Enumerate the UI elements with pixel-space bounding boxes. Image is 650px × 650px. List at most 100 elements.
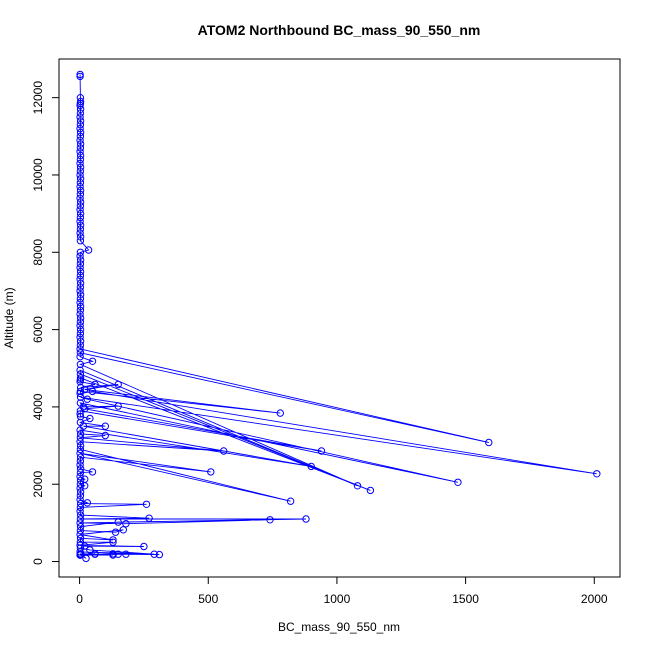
data-point <box>76 360 85 369</box>
data-point <box>76 182 84 191</box>
data-point <box>76 534 85 542</box>
data-point <box>76 94 85 102</box>
data-point <box>76 430 85 438</box>
data-point <box>266 516 274 524</box>
y-tick-label: 4000 <box>31 393 45 420</box>
data-point <box>91 550 99 558</box>
y-tick-label: 8000 <box>31 239 45 266</box>
data-point <box>119 526 128 534</box>
data-point <box>114 550 122 558</box>
data-series <box>76 70 601 563</box>
data-point <box>76 507 84 515</box>
data-point <box>76 124 84 133</box>
data-point <box>76 366 84 374</box>
data-point <box>76 179 85 187</box>
data-point <box>76 410 84 418</box>
data-point <box>109 538 117 546</box>
data-point <box>76 159 84 168</box>
data-point <box>76 175 85 183</box>
data-point <box>76 551 84 559</box>
data-point <box>76 194 84 202</box>
data-point <box>76 325 85 334</box>
data-point <box>76 337 85 345</box>
data-point <box>76 101 84 110</box>
data-point <box>76 306 85 314</box>
data-point <box>155 550 164 559</box>
data-point <box>82 554 90 563</box>
x-tick-label: 0 <box>76 592 83 606</box>
data-point <box>101 422 110 430</box>
data-point <box>76 151 85 160</box>
data-point <box>76 468 85 477</box>
data-point <box>76 148 84 156</box>
data-point <box>207 468 215 476</box>
data-point <box>76 113 84 121</box>
data-point <box>122 550 130 558</box>
data-point <box>76 132 85 141</box>
data-point <box>76 260 85 268</box>
data-point <box>76 538 85 546</box>
plot-frame <box>58 58 621 578</box>
data-point <box>76 136 84 144</box>
data-point <box>76 264 84 272</box>
data-point <box>76 206 84 214</box>
data-point <box>76 302 85 311</box>
data-point <box>114 518 122 526</box>
y-tick-label: 6000 <box>31 316 45 343</box>
data-point <box>76 465 85 473</box>
data-point <box>76 271 85 280</box>
data-point <box>76 314 85 322</box>
data-point <box>76 310 84 318</box>
data-point <box>76 144 85 152</box>
data-point <box>366 486 375 495</box>
data-point <box>76 499 85 508</box>
data-point <box>76 233 85 241</box>
data-point <box>76 515 85 523</box>
data-point <box>76 121 85 129</box>
data-point <box>114 380 122 389</box>
data-point <box>76 434 85 442</box>
data-point <box>76 383 85 392</box>
data-point <box>76 492 85 500</box>
y-tick-label: 12000 <box>31 81 45 115</box>
data-point <box>76 117 85 125</box>
data-point <box>76 530 84 539</box>
data-point <box>76 457 85 465</box>
data-point <box>91 380 99 389</box>
data-point <box>76 488 85 496</box>
data-point <box>76 140 85 148</box>
data-point <box>76 333 84 341</box>
data-point <box>76 438 84 446</box>
x-tick-label: 1000 <box>324 592 351 606</box>
data-point <box>76 298 84 307</box>
y-axis-label: Altitude (m) <box>2 287 16 348</box>
data-point <box>76 412 85 421</box>
data-point <box>76 349 85 357</box>
data-point <box>353 482 362 490</box>
x-tick-label: 1500 <box>452 592 479 606</box>
data-point <box>485 438 493 447</box>
data-point <box>76 453 85 461</box>
x-tick-label: 500 <box>198 592 218 606</box>
data-point <box>76 329 85 338</box>
data-point <box>81 405 89 413</box>
data-point <box>76 484 84 492</box>
y-tick-label: 10000 <box>31 158 45 192</box>
data-point <box>302 515 310 523</box>
data-point <box>76 378 84 386</box>
y-tick-label: 0 <box>31 558 45 565</box>
data-point <box>76 426 84 434</box>
data-point <box>276 409 284 417</box>
data-point <box>76 237 85 245</box>
data-point <box>76 190 85 199</box>
data-point <box>81 542 89 550</box>
data-point <box>86 546 94 554</box>
data-point <box>76 186 85 195</box>
data-point <box>76 441 85 450</box>
data-point <box>76 163 85 171</box>
data-point <box>122 520 130 528</box>
data-point <box>86 414 94 423</box>
data-point <box>145 514 153 522</box>
